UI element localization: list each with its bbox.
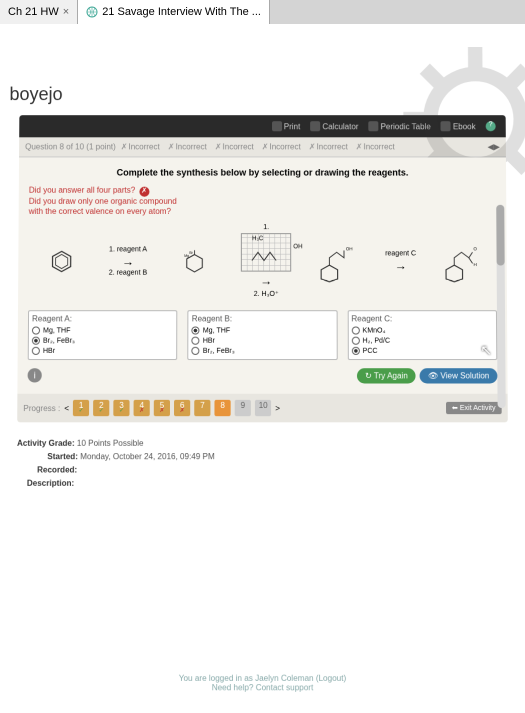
browser-tabs: Ch 21 HW × 21 Savage Interview With The … [0, 0, 525, 24]
scroll-thumb[interactable] [496, 205, 504, 266]
prev-button[interactable]: < [64, 404, 69, 413]
reagent-b-box: Reagent B: Mg, THF HBr Br₂, FeBr₃ [188, 310, 338, 360]
synthesis-scheme: 1. reagent A → 2. reagent B BrMg 1. H₃C … [28, 224, 497, 298]
opt-b-2[interactable]: Br₂, FeBr₃ [192, 346, 334, 356]
table-icon [369, 121, 379, 131]
globe-icon [86, 6, 98, 18]
scrollbar[interactable] [496, 205, 505, 408]
opt-c-2[interactable]: PCC [351, 346, 493, 356]
progress-bar: Progress : < 1✓ 2✓ 3✓ 4✗ 5✗ 6✗ 7 8 9 10 … [17, 394, 508, 423]
tab-1[interactable]: Ch 21 HW × [0, 0, 78, 24]
status-1: ✗Incorrect [118, 141, 163, 152]
reagent-c-box: Reagent C: KMnO₄ H₂, Pd/C PCC [347, 310, 497, 360]
action-row: i ↻ Try Again 👁 View Solution [28, 368, 498, 383]
status-5: ✗Incorrect [306, 141, 351, 152]
mol-benzene-1 [42, 238, 83, 284]
opt-b-1[interactable]: HBr [192, 336, 334, 346]
q9[interactable]: 9 [235, 400, 251, 416]
tab-label: Ch 21 HW [8, 6, 59, 18]
q6[interactable]: 6✗ [174, 400, 190, 416]
svg-text:H: H [473, 262, 476, 267]
q10[interactable]: 10 [255, 400, 271, 416]
q3[interactable]: 3✓ [113, 400, 129, 416]
svg-text:Mg: Mg [184, 254, 189, 258]
view-solution-button[interactable]: 👁 View Solution [420, 368, 498, 383]
instruction: Complete the synthesis below by selectin… [29, 168, 496, 178]
calculator-button[interactable]: Calculator [306, 119, 362, 133]
calculator-icon [310, 121, 320, 131]
svg-text:O: O [473, 246, 477, 251]
mol-product: OH [443, 238, 484, 284]
arrow-1: 1. reagent A → 2. reagent B [109, 246, 148, 276]
q8[interactable]: 8 [215, 400, 231, 416]
mol-intermediate: BrMg [174, 238, 214, 284]
tab-label: 21 Savage Interview With The ... [102, 6, 261, 18]
print-icon [272, 121, 282, 131]
status-3: ✗Incorrect [212, 141, 257, 152]
arrow-3: reagent C → [385, 250, 416, 272]
info-icon[interactable]: i [28, 368, 42, 382]
question-label: Question 8 of 10 (1 point) [25, 142, 116, 151]
main-panel: Complete the synthesis below by selectin… [17, 157, 507, 393]
opt-b-0[interactable]: Mg, THF [192, 326, 334, 336]
print-button[interactable]: Print [268, 119, 305, 133]
progress-label: Progress : [23, 404, 60, 413]
exit-button[interactable]: ⬅ Exit Activity [446, 402, 502, 414]
status-2: ✗Incorrect [165, 141, 210, 152]
q5[interactable]: 5✗ [154, 400, 170, 416]
status-4: ✗Incorrect [259, 141, 304, 152]
q2[interactable]: 2✓ [93, 400, 109, 416]
opt-c-1[interactable]: H₂, Pd/C [351, 336, 493, 346]
mol-alcohol: OH [318, 238, 358, 284]
opt-c-0[interactable]: KMnO₄ [351, 326, 493, 336]
q1[interactable]: 1✓ [73, 400, 89, 416]
svg-text:OH: OH [346, 246, 353, 251]
footer: You are logged in as Jaelyn Coleman (Log… [0, 674, 525, 693]
hint-x-icon: ✗ [139, 187, 149, 197]
step-num: 1. [263, 224, 269, 231]
tab-2[interactable]: 21 Savage Interview With The ... [78, 0, 270, 24]
svg-text:Br: Br [189, 250, 193, 254]
opt-a-1[interactable]: Br₂, FeBr₃ [32, 336, 174, 346]
hint-text: Did you answer all four parts?✗ Did you … [29, 186, 497, 216]
try-again-button[interactable]: ↻ Try Again [357, 368, 416, 383]
activity-meta: Activity Grade: 10 Points Possible Start… [17, 438, 509, 490]
reagent-selectors: Reagent A: Mg, THF Br₂, FeBr₃ HBr Reagen… [28, 310, 498, 360]
close-icon[interactable]: × [63, 6, 69, 18]
q7[interactable]: 7 [194, 400, 210, 416]
opt-a-0[interactable]: Mg, THF [32, 326, 174, 336]
opt-a-2[interactable]: HBr [32, 346, 174, 356]
cursor-icon: ↖ [480, 342, 492, 359]
q4[interactable]: 4✗ [134, 400, 150, 416]
reagent-a-box: Reagent A: Mg, THF Br₂, FeBr₃ HBr [28, 310, 178, 360]
arrow-2: → [260, 274, 272, 288]
drawing-grid[interactable]: H₃C OH [241, 233, 291, 271]
next-button[interactable]: > [275, 404, 280, 413]
